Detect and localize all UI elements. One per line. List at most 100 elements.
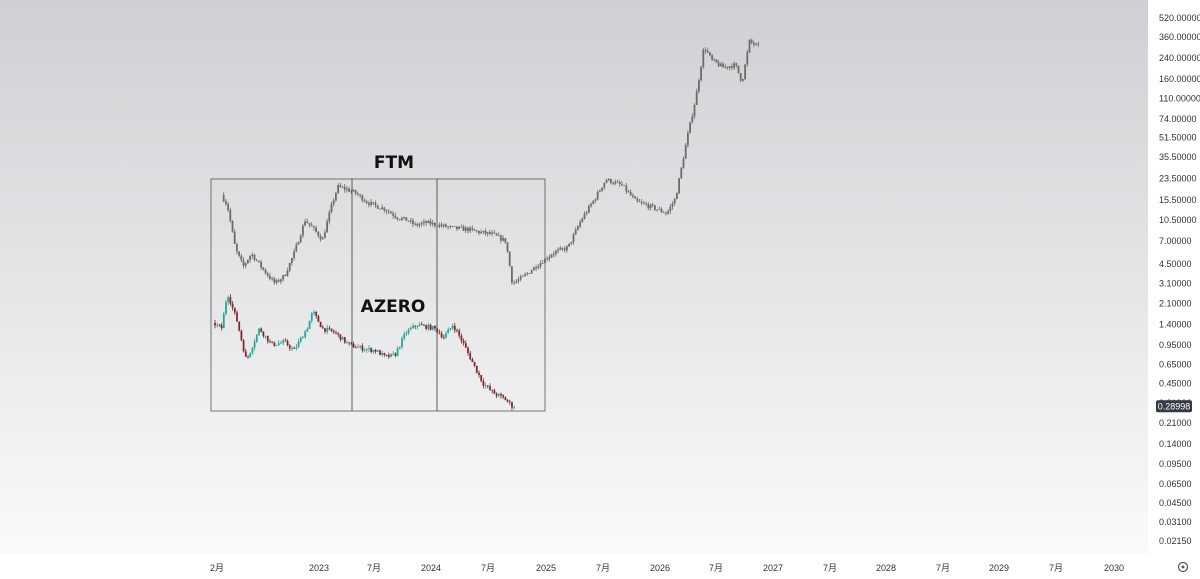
time-tick-label: 2025 (536, 563, 556, 573)
candle-body (440, 224, 443, 227)
price-tick-label: 110.00000 (1159, 93, 1200, 103)
candle-body (372, 350, 375, 352)
candle-body (673, 199, 676, 204)
candle-body (359, 194, 361, 196)
candle-body (313, 312, 315, 314)
candle-body (511, 402, 513, 408)
candle-body (231, 220, 234, 232)
candle-body (436, 225, 438, 227)
price-tick-label: 0.95000 (1159, 340, 1192, 350)
candle-body (359, 345, 362, 347)
candle-body (385, 354, 388, 356)
candle-body (447, 329, 450, 334)
candle-body (233, 231, 236, 244)
candle-body (240, 255, 243, 261)
candle-body (286, 340, 289, 346)
candle-body (414, 325, 417, 327)
candle-body (473, 362, 476, 366)
candle-body (253, 341, 256, 348)
candle-body (684, 145, 687, 159)
candle-body (394, 215, 397, 218)
candle-body (682, 158, 685, 168)
candle-body (504, 238, 507, 243)
candle-body (746, 52, 749, 65)
candle-body (750, 39, 753, 43)
price-tick-label: 2.10000 (1159, 299, 1192, 309)
candle-body (528, 273, 531, 274)
candle-body (372, 202, 375, 203)
candle-body (214, 322, 216, 326)
candle-body (691, 116, 694, 123)
candle-body (284, 340, 287, 342)
time-tick-label: 2030 (1104, 563, 1124, 573)
candle-body (286, 270, 289, 276)
candle-body (482, 231, 485, 232)
candle-body (260, 261, 262, 268)
candle-body (462, 340, 465, 344)
candle-body (328, 212, 331, 222)
candle-body (449, 328, 452, 330)
settings-gear-icon[interactable] (1177, 561, 1189, 573)
time-axis-panel[interactable] (0, 554, 1148, 579)
candle-body (634, 196, 636, 199)
last-price-tag: 0.28998 (1156, 400, 1192, 413)
candle-body (654, 205, 656, 210)
candle-body (319, 236, 322, 240)
candle-body (401, 338, 403, 347)
candle-body (317, 231, 320, 236)
candle-body (715, 59, 718, 63)
candle-body (572, 234, 575, 242)
candle-body (420, 324, 423, 326)
candle-body (346, 342, 348, 344)
candle-body (508, 401, 511, 403)
time-tick-label: 7月 (367, 563, 381, 573)
candle-body (288, 263, 291, 271)
candle-body (475, 365, 478, 373)
comparison-boxes (210, 178, 546, 412)
candle-body (258, 328, 260, 335)
candle-body (720, 63, 722, 67)
candle-body (506, 242, 509, 252)
candle-body (704, 50, 707, 51)
candle-body (253, 254, 256, 260)
candle-body (656, 209, 658, 211)
candle-body (357, 346, 359, 348)
candle-body (385, 210, 388, 212)
candle-body (390, 353, 392, 357)
candle-body (262, 267, 265, 270)
candle-body (216, 324, 219, 326)
time-tick-label: 2024 (421, 563, 441, 573)
candle-body (561, 248, 564, 249)
candle-body (291, 348, 293, 349)
candle-body (302, 337, 304, 339)
candle-body (339, 334, 342, 340)
candle-body (539, 263, 542, 267)
candle-body (374, 202, 377, 206)
candle-body (335, 192, 337, 201)
candle-body (357, 193, 359, 195)
time-tick-label: 7月 (936, 563, 950, 573)
candle-body (451, 325, 454, 329)
candle-body (460, 226, 463, 228)
candle-body (596, 192, 599, 200)
candle-body (453, 325, 456, 331)
candle-body (416, 223, 419, 226)
candle-body (698, 80, 700, 92)
candle-body (273, 342, 276, 346)
time-tick-label: 7月 (596, 563, 610, 573)
candle-body (409, 220, 412, 222)
candle-body (724, 66, 727, 68)
candle-body (429, 324, 432, 330)
time-tick-label: 2028 (876, 563, 896, 573)
candle-body (229, 297, 232, 304)
candle-body (249, 352, 252, 357)
candle-body (275, 280, 278, 283)
comparison-box[interactable] (436, 178, 546, 412)
candle-body (374, 350, 377, 352)
candle-body (638, 201, 641, 202)
candle-body (348, 188, 350, 192)
candle-body (625, 185, 628, 192)
price-axis-panel[interactable] (1148, 0, 1200, 579)
candle-body (616, 181, 619, 183)
